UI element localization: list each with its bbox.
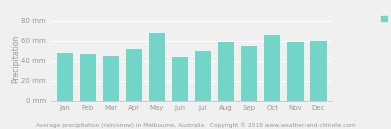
Bar	[218, 42, 234, 101]
Text: Average precipitation (rain/snow) in Melbourne, Australia   Copyright © 2019 www: Average precipitation (rain/snow) in Mel…	[36, 122, 355, 128]
Bar	[241, 46, 257, 101]
Bar	[264, 35, 280, 101]
Bar	[80, 54, 96, 101]
Bar	[103, 56, 119, 101]
Bar	[57, 53, 73, 101]
Bar	[149, 33, 165, 101]
Legend: Precipitation: Precipitation	[381, 16, 391, 22]
Bar	[310, 41, 326, 101]
Bar	[287, 42, 303, 101]
Bar	[126, 49, 142, 101]
Bar	[172, 57, 188, 101]
Y-axis label: Precipitation: Precipitation	[11, 34, 20, 83]
Bar	[195, 51, 211, 101]
